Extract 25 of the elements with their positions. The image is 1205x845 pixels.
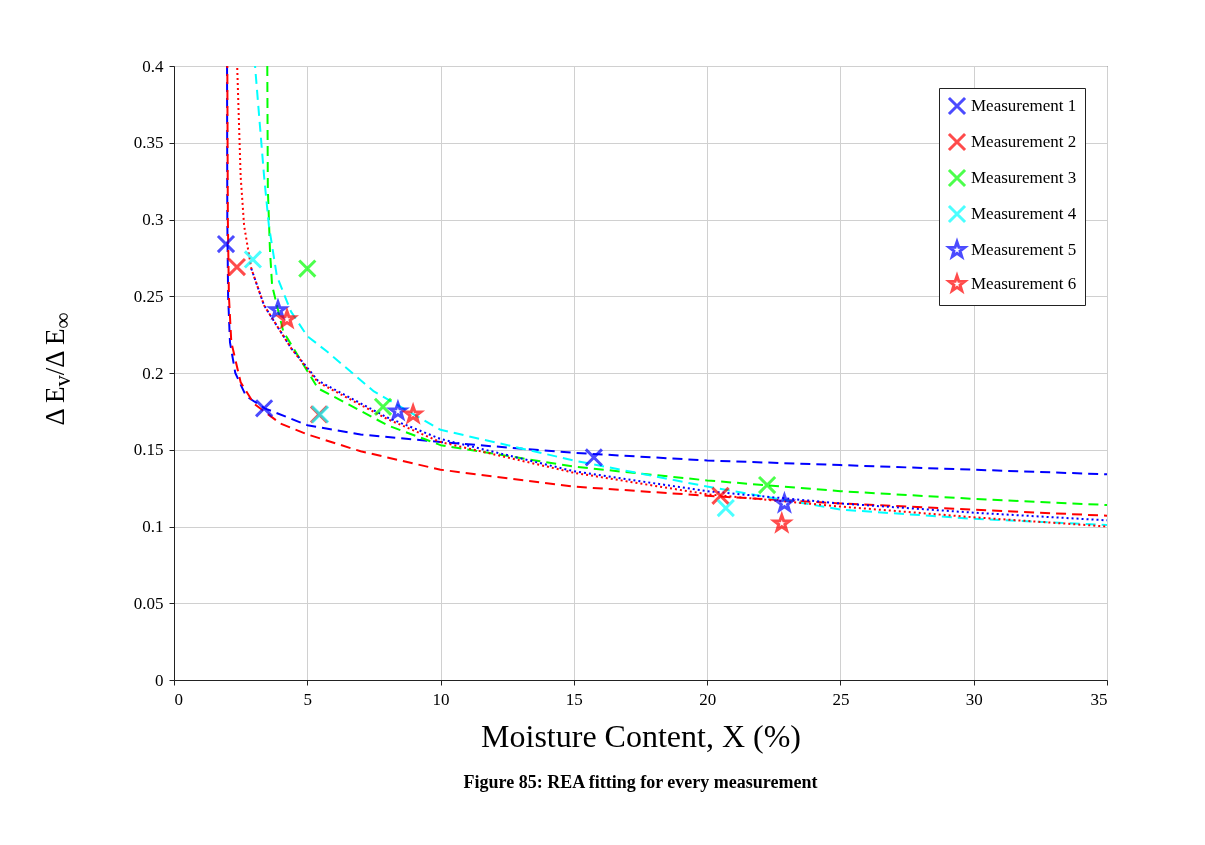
x-axis-title: Moisture Content, X (%) <box>481 717 801 754</box>
x-tick-label: 0 <box>174 689 183 709</box>
x-tick-label: 20 <box>699 689 717 709</box>
legend-label: Measurement 1 <box>971 96 1077 115</box>
y-tick-label: 0.3 <box>142 210 164 229</box>
y-tick-label: 0.35 <box>133 133 164 153</box>
y-tick-label: 0.25 <box>133 286 164 306</box>
x-tick-label: 25 <box>832 689 850 709</box>
legend-label: Measurement 4 <box>971 204 1077 223</box>
legend-label: Measurement 5 <box>971 240 1077 259</box>
y-tick-label: 0.4 <box>142 56 164 76</box>
x-tick-label: 15 <box>565 689 583 709</box>
y-tick-label: 0 <box>155 670 164 690</box>
x-tick-label: 10 <box>432 689 450 709</box>
y-tick-label: 0.2 <box>142 363 164 383</box>
y-tick-label: 0.15 <box>133 440 164 460</box>
legend-label: Measurement 3 <box>971 168 1077 187</box>
x-tick-label: 35 <box>1090 689 1108 709</box>
legend-label: Measurement 2 <box>971 132 1077 151</box>
x-tick-label: 30 <box>965 689 983 709</box>
x-tick-label: 5 <box>303 689 313 709</box>
y-tick-label: 0.1 <box>142 517 164 536</box>
y-tick-label: 0.05 <box>133 593 164 613</box>
legend-label: Measurement 6 <box>971 274 1077 293</box>
text: Figure 85: REA fitting for every measurement <box>463 772 818 792</box>
